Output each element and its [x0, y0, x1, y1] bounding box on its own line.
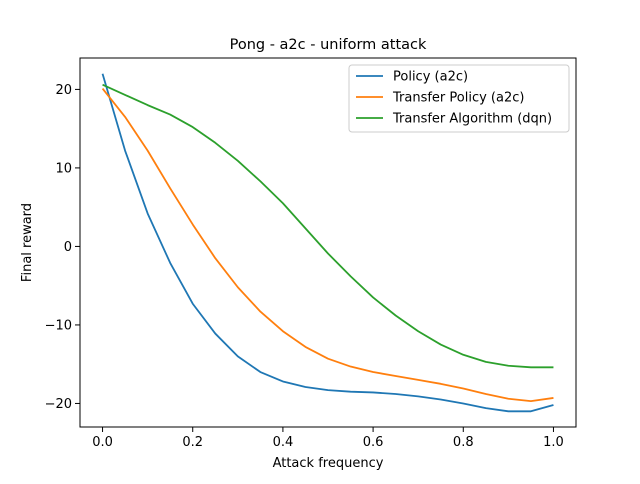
- legend: Policy (a2c) Transfer Policy (a2c) Transfe…: [348, 64, 570, 133]
- legend-label: Policy (a2c): [393, 70, 468, 85]
- series-line-1: [101, 73, 554, 413]
- legend-label: Transfer Algorithm (dqn): [392, 112, 552, 127]
- axes-frame: [79, 57, 577, 428]
- x-axis-label: Attack frequency: [273, 456, 384, 471]
- y-axis-label: Final reward: [20, 203, 35, 282]
- x-axis: 0.0 0.2 0.4 0.6 0.8 1.0: [92, 427, 564, 450]
- y-tick-label: −20: [45, 397, 72, 412]
- y-tick-label: 10: [55, 161, 72, 176]
- y-axis: −20 −10 0 10 20: [45, 83, 80, 412]
- x-tick-label: 0.4: [273, 435, 294, 450]
- series-lines: [101, 73, 554, 413]
- y-tick-label: 20: [55, 83, 72, 98]
- series-line-2: [101, 88, 554, 402]
- chart-title: Pong - a2c - uniform attack: [230, 37, 427, 53]
- x-tick-label: 1.0: [543, 435, 564, 450]
- series-line-3: [102, 83, 554, 369]
- x-tick-label: 0.0: [92, 435, 113, 450]
- legend-box: [348, 64, 570, 133]
- x-tick-label: 0.8: [453, 435, 474, 450]
- y-tick-label: 0: [64, 240, 72, 255]
- y-tick-label: −10: [45, 318, 72, 333]
- x-tick-label: 0.2: [182, 435, 203, 450]
- legend-label: Transfer Policy (a2c): [392, 91, 524, 106]
- x-tick-label: 0.6: [363, 435, 384, 450]
- plot-area: [79, 57, 577, 428]
